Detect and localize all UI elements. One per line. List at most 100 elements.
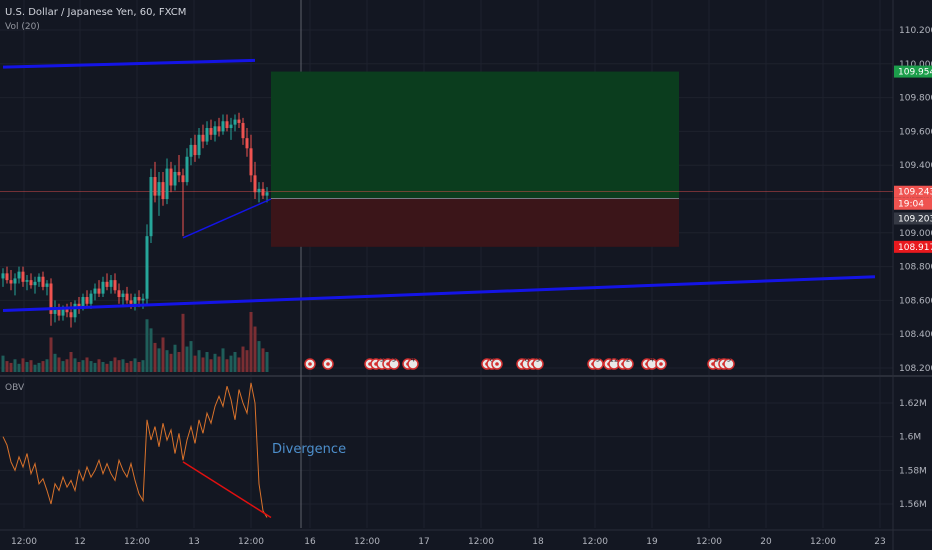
candle-body bbox=[185, 156, 189, 183]
candle-body bbox=[33, 281, 37, 286]
candle-body bbox=[77, 303, 81, 308]
event-dot bbox=[326, 362, 330, 366]
candle bbox=[237, 112, 241, 129]
candle-body bbox=[165, 168, 169, 199]
volume-bar bbox=[213, 353, 217, 372]
volume-bar bbox=[201, 357, 205, 372]
candle bbox=[1, 268, 5, 287]
event-marker[interactable] bbox=[655, 358, 667, 370]
volume-bar bbox=[265, 352, 269, 372]
time-tick-label: 12 bbox=[74, 537, 85, 547]
candle-body bbox=[137, 297, 141, 301]
volume-bar bbox=[69, 352, 73, 372]
event-marker[interactable] bbox=[304, 358, 316, 370]
time-tick-label: 16 bbox=[304, 537, 316, 547]
candle-body bbox=[177, 171, 181, 176]
candle-body bbox=[117, 290, 121, 298]
volume-bar bbox=[105, 363, 109, 372]
candle-body bbox=[261, 188, 265, 196]
price-tick-label: 108.200 bbox=[899, 364, 932, 374]
divergence-annotation: Divergence bbox=[272, 442, 346, 457]
candle bbox=[189, 138, 193, 166]
candle bbox=[53, 300, 57, 323]
candle-body bbox=[37, 276, 41, 282]
event-marker[interactable] bbox=[322, 358, 334, 370]
price-tag-label: 108.917 bbox=[898, 243, 932, 253]
event-count: 8 bbox=[525, 356, 529, 364]
candle bbox=[113, 273, 117, 294]
candle-body bbox=[181, 175, 185, 183]
event-flag-icon bbox=[723, 358, 735, 370]
time-tick-label: 12:00 bbox=[238, 537, 264, 547]
event-dot bbox=[495, 362, 499, 366]
price-tag-label: 109.954 bbox=[898, 68, 932, 78]
event-marker[interactable]: 12 bbox=[608, 356, 620, 370]
candle-body bbox=[217, 126, 221, 132]
event-marker[interactable]: 5 bbox=[592, 356, 604, 370]
price-axis[interactable]: 110.200 110.000 109.800 109.600 109.400 109.2… bbox=[899, 26, 932, 510]
candle bbox=[265, 187, 269, 203]
event-marker[interactable]: 4 bbox=[407, 356, 419, 370]
candle bbox=[221, 114, 225, 135]
event-marker[interactable]: 2 bbox=[622, 356, 634, 370]
volume-bar bbox=[141, 360, 145, 372]
event-marker[interactable]: 3 bbox=[388, 356, 400, 370]
candle-body bbox=[49, 283, 53, 314]
target-zone[interactable] bbox=[271, 71, 679, 199]
time-tick-label: 13 bbox=[188, 537, 199, 547]
volume-bar bbox=[225, 359, 229, 372]
price-tag-label: 109.203 bbox=[898, 214, 932, 224]
event-flag-icon bbox=[407, 358, 419, 370]
volume-bar bbox=[173, 344, 177, 372]
candle-body bbox=[233, 119, 237, 125]
candle bbox=[45, 280, 49, 296]
candle-body bbox=[45, 283, 49, 287]
candle-body bbox=[61, 308, 65, 316]
volume-bar bbox=[97, 359, 101, 372]
price-tag-bg bbox=[894, 65, 932, 78]
event-markers[interactable]: 3 3 4 8 8 3 5 12 2 4 34 5 bbox=[304, 356, 735, 370]
event-marker[interactable] bbox=[491, 358, 503, 370]
volume-bar bbox=[17, 363, 21, 372]
candle-body bbox=[129, 300, 133, 304]
candle bbox=[93, 283, 97, 301]
price-tick-label: 108.400 bbox=[899, 330, 932, 340]
candle bbox=[97, 280, 101, 298]
candle-body bbox=[13, 278, 17, 284]
time-axis[interactable]: 12:00 12 12:00 13 12:00 16 12:00 17 12:00 18 12:00… bbox=[11, 537, 886, 547]
price-tag: 109.203 bbox=[894, 212, 932, 225]
candle bbox=[57, 303, 61, 321]
price-tag: 109.243 bbox=[894, 185, 932, 198]
candle-body bbox=[201, 134, 205, 142]
candle-body bbox=[89, 293, 93, 304]
candle-body bbox=[169, 168, 173, 186]
candle-body bbox=[113, 280, 117, 291]
lower-channel-line bbox=[2, 275, 876, 313]
volume-bar bbox=[241, 346, 245, 372]
candle bbox=[13, 273, 17, 296]
event-marker[interactable]: 3 bbox=[532, 356, 544, 370]
volume-bar bbox=[185, 346, 189, 372]
price-tag-bg bbox=[894, 240, 932, 253]
chart-title: U.S. Dollar / Japanese Yen, 60, FXCM bbox=[5, 7, 186, 18]
candle bbox=[149, 168, 153, 243]
price-tag: 108.917 bbox=[894, 240, 932, 253]
candle-body bbox=[213, 126, 217, 135]
candle-body bbox=[97, 288, 101, 294]
position-tool[interactable] bbox=[0, 71, 893, 247]
volume-bar bbox=[129, 361, 133, 372]
event-marker[interactable]: 5 bbox=[723, 356, 735, 370]
event-marker[interactable]: 4 bbox=[646, 356, 658, 370]
candle-body bbox=[173, 171, 177, 186]
stop-zone[interactable] bbox=[271, 198, 679, 247]
candlestick-series bbox=[1, 112, 269, 328]
candle bbox=[37, 273, 41, 287]
volume-bar bbox=[217, 356, 221, 372]
drawing-layer[interactable] bbox=[2, 58, 876, 313]
volume-bar bbox=[229, 355, 233, 372]
candle bbox=[125, 286, 129, 304]
candle bbox=[185, 148, 189, 186]
price-tag-label: 109.243 bbox=[898, 188, 932, 198]
price-tick-label: 108.600 bbox=[899, 296, 932, 306]
